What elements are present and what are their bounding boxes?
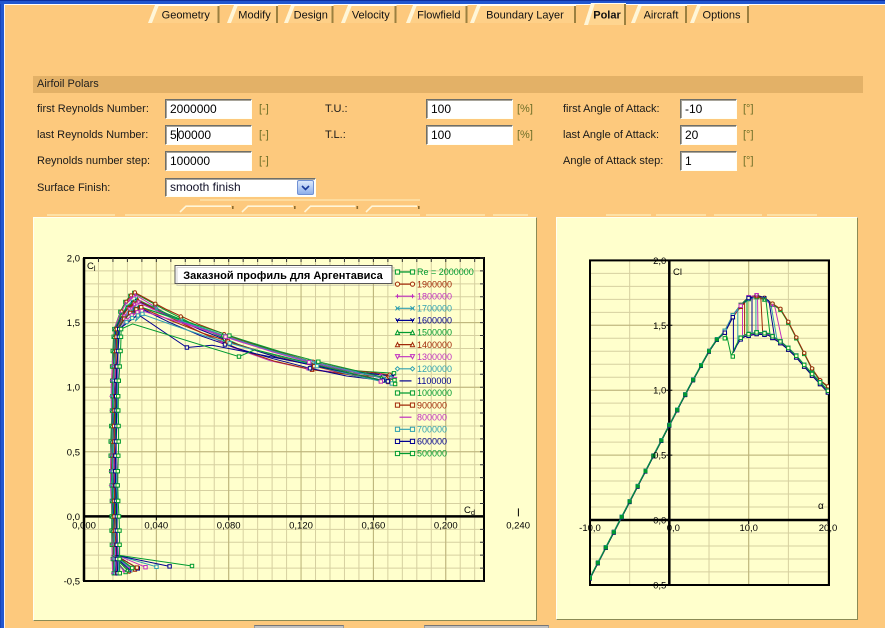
svg-text:2,0: 2,0 (653, 256, 666, 267)
svg-text:Options: Options (703, 10, 741, 22)
svg-text:Re = 2000000: Re = 2000000 (417, 267, 474, 277)
svg-text:1000000: 1000000 (417, 388, 452, 398)
svg-text:0,0: 0,0 (67, 512, 80, 523)
svg-text:1500000: 1500000 (417, 328, 452, 338)
svg-text:Flowfield: Flowfield (417, 10, 460, 22)
svg-text:0,080: 0,080 (217, 520, 241, 531)
svg-text:Design: Design (294, 10, 328, 22)
svg-text:1100000: 1100000 (417, 376, 451, 386)
svg-text:1700000: 1700000 (417, 304, 452, 314)
svg-text:0,120: 0,120 (289, 520, 313, 531)
svg-text:0,200: 0,200 (434, 520, 458, 531)
svg-text:Boundary Layer: Boundary Layer (486, 10, 564, 22)
svg-text:2,0: 2,0 (67, 254, 80, 265)
svg-text:-10,0: -10,0 (579, 523, 601, 534)
svg-text:600000: 600000 (417, 437, 447, 447)
svg-text:0,040: 0,040 (144, 520, 168, 531)
svg-text:0,160: 0,160 (362, 520, 386, 531)
svg-text:-0,5: -0,5 (64, 577, 80, 588)
svg-text:800000: 800000 (417, 412, 447, 422)
svg-text:0,000: 0,000 (72, 520, 96, 531)
svg-text:1200000: 1200000 (417, 364, 452, 374)
svg-text:10,0: 10,0 (739, 523, 758, 534)
svg-text:700000: 700000 (417, 425, 447, 435)
svg-text:Cl: Cl (87, 261, 96, 273)
svg-text:Заказной профиль для Аргентави: Заказной профиль для Аргентависа (183, 270, 383, 282)
svg-text:1,0: 1,0 (653, 386, 666, 397)
svg-text:1,5: 1,5 (653, 321, 666, 332)
svg-text:1,5: 1,5 (67, 318, 80, 329)
svg-text:Cd: Cd (464, 505, 475, 517)
svg-text:0,5: 0,5 (653, 451, 666, 462)
svg-text:Cl: Cl (673, 267, 682, 278)
svg-text:1800000: 1800000 (417, 291, 452, 301)
svg-text:0,5: 0,5 (653, 580, 666, 591)
svg-text:0,0: 0,0 (667, 523, 680, 534)
svg-text:Geometry: Geometry (162, 10, 211, 22)
svg-text:900000: 900000 (417, 400, 447, 410)
svg-text:1400000: 1400000 (417, 340, 452, 350)
svg-text:500000: 500000 (417, 449, 447, 459)
svg-text:1900000: 1900000 (417, 279, 452, 289)
svg-text:0,5: 0,5 (67, 447, 80, 458)
svg-text:20,0: 20,0 (819, 523, 838, 534)
svg-text:Modify: Modify (238, 10, 271, 22)
svg-text:Polar: Polar (593, 10, 621, 22)
svg-text:1600000: 1600000 (417, 316, 452, 326)
svg-text:Aircraft: Aircraft (644, 10, 679, 22)
svg-text:0,0: 0,0 (653, 516, 666, 527)
svg-text:1,0: 1,0 (67, 383, 80, 394)
svg-text:0,240: 0,240 (506, 520, 530, 531)
svg-text:1300000: 1300000 (417, 352, 452, 362)
svg-text:Velocity: Velocity (352, 10, 390, 22)
svg-text:α: α (818, 501, 824, 512)
